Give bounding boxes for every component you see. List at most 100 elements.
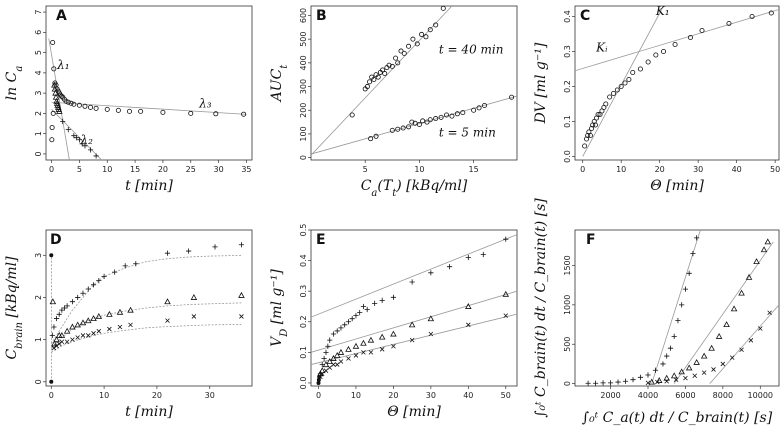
data-point (316, 380, 321, 385)
panel-label: A (56, 8, 67, 24)
data-point (64, 339, 70, 345)
data-point (626, 77, 632, 83)
data-point (427, 117, 433, 123)
data-point (327, 365, 333, 370)
data-point (49, 298, 57, 305)
data-point (122, 263, 128, 269)
data-point (386, 62, 392, 68)
data-point (664, 378, 669, 384)
data-point (325, 343, 331, 349)
data-point (768, 10, 774, 16)
data-point (630, 70, 636, 76)
data-point (701, 370, 707, 375)
data-point (186, 248, 192, 254)
x-tick-label: 15 (130, 165, 140, 174)
data-point (82, 103, 88, 109)
y-tick-label: 0 (34, 151, 43, 156)
data-point (409, 337, 415, 343)
data-point (600, 380, 606, 386)
data-point (84, 317, 92, 324)
x-tick-label: 10 (351, 391, 361, 400)
data-point (133, 261, 139, 267)
y-axis-label: ∫₀ᵗ C_brain(t) dt / C_brain(t) [s] (533, 198, 549, 418)
data-point (726, 20, 732, 26)
data-point (509, 94, 515, 100)
data-point (720, 361, 726, 367)
data-point (56, 107, 63, 114)
data-point (345, 319, 352, 325)
panel-e: 0 10 20 30 40 50 0.0 0.1 0.2 0.3 0.4 0.5 E Θ [min] VD … (269, 224, 518, 420)
data-point (446, 264, 453, 270)
fit-line (51, 109, 102, 160)
fit-line (575, 9, 779, 72)
x-axis-label: ∫₀ᵗ C_a(t) dt / C_brain(t) [s] (582, 410, 773, 426)
data-point (408, 321, 416, 328)
data-point (645, 372, 651, 378)
data-point (357, 309, 363, 316)
x-tick-label: 6000 (675, 391, 695, 400)
data-point (585, 380, 591, 386)
data-point (379, 347, 385, 352)
data-point (438, 114, 444, 120)
y-tick-label: 0.5 (299, 224, 308, 237)
data-point (673, 377, 679, 382)
y-tick-label: 1 (34, 337, 43, 342)
y-tick-label: 6 (34, 30, 43, 35)
panel-f: 2000 4000 6000 8000 10000 0 500 1000 1500 F ∫₀ᵗ C_… (533, 198, 780, 426)
y-tick-label: 2 (34, 295, 43, 300)
data-point (58, 331, 66, 338)
data-point (101, 273, 107, 279)
data-point (212, 244, 218, 250)
annotation: t = 40 min (439, 42, 504, 56)
data-point (409, 279, 415, 285)
data-point (49, 332, 55, 339)
data-point (465, 254, 471, 261)
data-point (164, 250, 171, 256)
data-point (330, 331, 337, 337)
data-point (471, 107, 477, 113)
data-point (241, 111, 247, 117)
panel-label: B (316, 8, 327, 24)
x-tick-label: 20 (152, 391, 162, 400)
fit-line (582, 6, 664, 157)
x-tick-label: 50 (501, 391, 511, 400)
series-circles (49, 39, 247, 143)
data-point (50, 110, 56, 116)
data-point (74, 135, 80, 141)
data-point (748, 338, 754, 343)
data-point (614, 87, 620, 93)
panel-a: 0 5 10 15 20 25 30 35 0 1 2 3 4 5 6 7 λ₁ λ₂ λ₃ At [min] ln C… (4, 5, 253, 194)
y-tick-label: 0.4 (299, 254, 308, 267)
data-point (323, 368, 329, 373)
data-point (444, 112, 450, 118)
plot-frame (574, 229, 780, 387)
data-point (96, 277, 102, 284)
data-point (433, 116, 439, 122)
x-tick-label: 10 (102, 165, 112, 174)
data-point (760, 246, 768, 253)
x-tick-label: 40 (732, 165, 742, 174)
data-point (330, 355, 337, 361)
y-tick-label: 0.1 (563, 115, 572, 128)
data-point (393, 55, 399, 61)
y-tick-label: 500 (563, 337, 572, 352)
plot-frame (45, 5, 253, 161)
data-point (503, 236, 509, 242)
data-point (53, 99, 61, 106)
y-axis-label: ln Ca (4, 66, 25, 101)
data-point (316, 377, 321, 382)
x-tick-label: 0 (580, 165, 585, 174)
y-tick-label: 4 (34, 70, 43, 75)
x-tick-label: 0 (49, 165, 54, 174)
data-point (433, 22, 439, 28)
fit-line (311, 313, 517, 365)
fit-curve (51, 324, 242, 353)
data-point (138, 108, 144, 114)
data-point (319, 361, 325, 368)
data-point (68, 100, 74, 106)
data-point (660, 361, 666, 367)
series-triangles (317, 290, 510, 377)
data-point (337, 348, 345, 355)
data-point (390, 330, 397, 337)
data-point (753, 258, 760, 264)
